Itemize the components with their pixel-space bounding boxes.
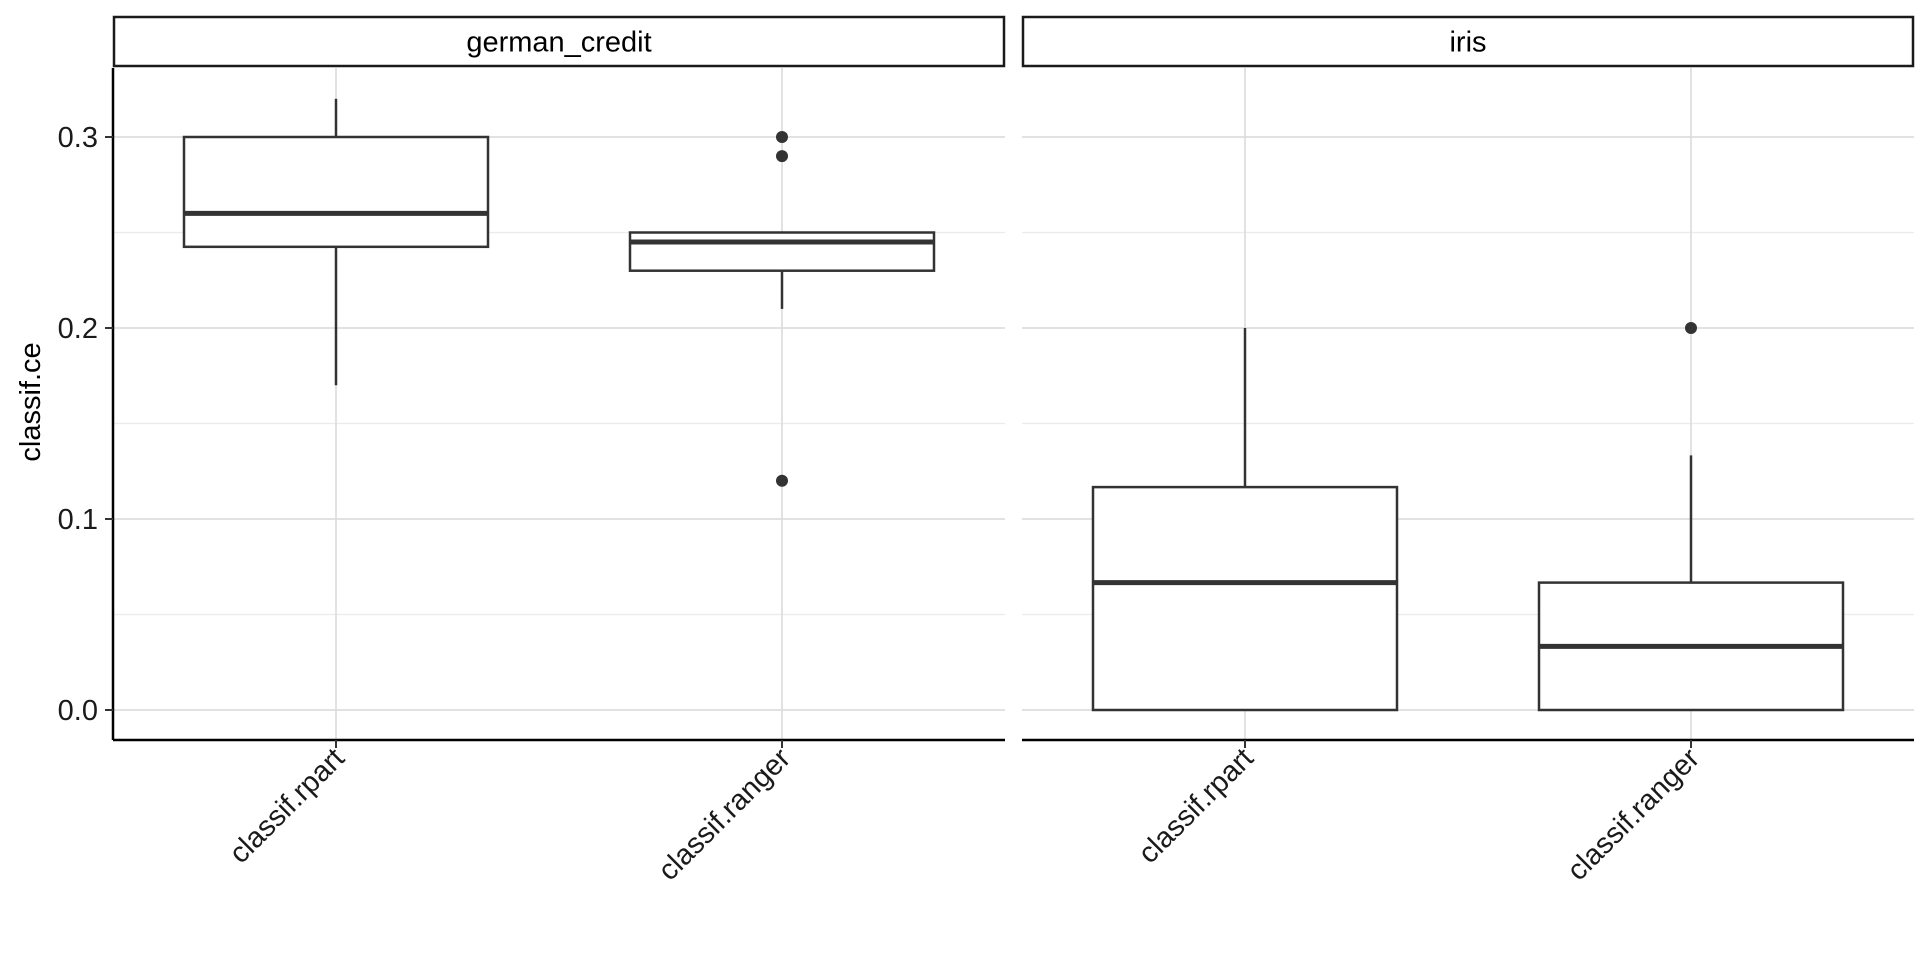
x-tick-label: classif.ranger [1561, 742, 1706, 887]
facet-strip [112, 15, 1006, 68]
outlier-point [776, 131, 788, 143]
y-tick-label: 0.2 [58, 313, 98, 345]
box-iqr [1091, 485, 1399, 712]
box-classif.rpart [1091, 328, 1399, 712]
y-tick-label: 0.1 [58, 504, 98, 536]
box-classif.rpart [182, 98, 490, 386]
box-classif.ranger [1537, 322, 1845, 712]
facet-strip [1021, 15, 1915, 68]
box-iqr [182, 135, 490, 249]
facet-strip-label: german_credit [466, 27, 651, 59]
outlier-point [776, 150, 788, 163]
x-tick-label: classif.rpart [1132, 742, 1259, 869]
y-tick-label: 0.3 [58, 122, 98, 154]
facet-panel-german_credit: german_credit classif.rpart classif.ranger [105, 15, 1006, 887]
outlier-point [776, 474, 788, 487]
y-tick-label: 0.0 [58, 695, 98, 727]
box-classif.ranger [628, 131, 936, 487]
box-iqr [628, 231, 936, 272]
facet-panel-iris: iris classif.rpart classif.ranger [1021, 15, 1915, 887]
y-axis-title: classif.ce [15, 342, 47, 461]
outlier-point [1685, 322, 1697, 334]
x-tick-label: classif.ranger [652, 742, 797, 887]
facet-strip-label: iris [1449, 27, 1486, 59]
x-tick-label: classif.rpart [223, 742, 350, 869]
